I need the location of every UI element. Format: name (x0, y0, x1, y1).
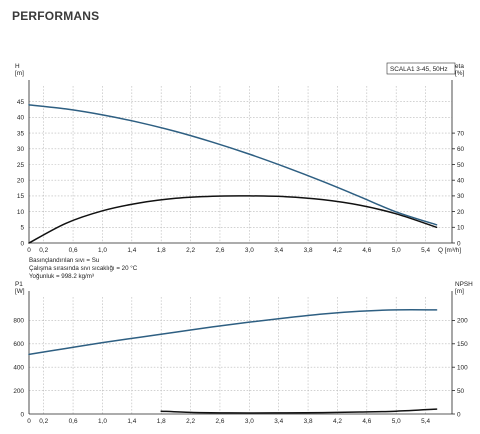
bottom-x-tick-label: 2,6 (215, 418, 224, 425)
bottom-x-tick-label: 4,2 (333, 418, 342, 425)
page-title: PERFORMANS (12, 9, 100, 23)
top-y-left-tick-label: 20 (17, 178, 25, 185)
top-x-tick-label: 0,2 (39, 247, 48, 254)
note-temperature: Çalışma sırasında sıvı sıcaklığı = 20 °C (29, 265, 138, 272)
note-fluid: Basınçlandırılan sıvı = Su (29, 257, 100, 264)
bottom-series-1-line (160, 408, 438, 414)
bottom-y-left-tick-label: 200 (13, 388, 24, 395)
bottom-x-tick-label: 4,6 (362, 418, 371, 425)
bottom-x-tick-label: 0 (27, 418, 31, 425)
legend-label: SCALA1 3-45, 50Hz (390, 66, 448, 73)
top-x-tick-label: 5,4 (421, 247, 430, 254)
top-x-tick-label: 0,6 (69, 247, 78, 254)
top-y-left-tick-label: 5 (20, 225, 24, 232)
top-y-left-tick-label: 30 (17, 146, 25, 153)
top-series-0-line (28, 104, 438, 226)
top-y-left-tick-label: 45 (17, 99, 25, 106)
top-y-left-unit: [m] (15, 70, 24, 77)
top-x-tick-label: 1,8 (157, 247, 166, 254)
top-y-right-unit: [%] (455, 70, 464, 77)
bottom-y-right-tick-label: 0 (457, 411, 461, 418)
top-x-axis-label: Q [m³/h] (438, 247, 461, 254)
bottom-series-0-line (28, 309, 438, 356)
bottom-y-right-tick-label: 200 (457, 318, 468, 325)
bottom-y-right-unit: [m] (455, 288, 464, 295)
top-y-right-tick-label: 70 (457, 130, 465, 137)
bottom-y-left-tick-label: 600 (13, 341, 24, 348)
power-npsh-chart: 0 0,2 0,6 1,0 1,4 1,8 2,2 2,6 3,0 3,4 3,8 4,2 4,6 5,0… (13, 281, 473, 425)
top-x-tick-label: 3,0 (245, 247, 254, 254)
top-y-right-tick-label: 0 (457, 240, 461, 247)
top-y-left-tick-label: 15 (17, 193, 25, 200)
top-y-right-tick-label: 50 (457, 162, 465, 169)
head-efficiency-chart: 0 0,2 0,6 1,0 1,4 1,8 2,2 2,6 3,0 3,4 3,8 4,2 4,6 5,0… (15, 63, 465, 254)
bottom-y-right-tick-label: 50 (457, 388, 465, 395)
top-y-right-tick-label: 40 (457, 178, 465, 185)
top-x-tick-label: 3,4 (274, 247, 283, 254)
bottom-y-left-label: P1 (15, 281, 23, 288)
top-x-tick-label: 3,8 (304, 247, 313, 254)
top-y-right-tick-label: 60 (457, 146, 465, 153)
top-y-right-tick-label: 20 (457, 209, 465, 216)
bottom-y-right-label: NPSH (455, 281, 473, 288)
top-x-tick-label: 1,4 (127, 247, 136, 254)
bottom-y-left-tick-label: 0 (20, 411, 24, 418)
top-y-left-tick-label: 40 (17, 115, 25, 122)
top-x-tick-label: 5,0 (392, 247, 401, 254)
bottom-x-tick-label: 3,8 (304, 418, 313, 425)
top-x-tick-label: 0 (27, 247, 31, 254)
top-y-left-tick-label: 10 (17, 209, 25, 216)
bottom-x-tick-label: 5,0 (392, 418, 401, 425)
bottom-y-left-tick-label: 800 (13, 318, 24, 325)
legend-box (386, 62, 456, 75)
note-density: Yoğunluk = 998.2 kg/m³ (29, 273, 94, 280)
top-x-tick-label: 1,0 (98, 247, 107, 254)
top-y-left-tick-label: 35 (17, 130, 25, 137)
bottom-y-left-unit: [W] (15, 288, 25, 295)
top-y-right-tick-label: 30 (457, 193, 465, 200)
bottom-x-tick-label: 1,4 (127, 418, 136, 425)
bottom-y-left-tick-label: 400 (13, 365, 24, 372)
bottom-y-right-tick-label: 150 (457, 341, 468, 348)
top-y-right-label: eta (455, 63, 464, 70)
bottom-x-tick-label: 3,0 (245, 418, 254, 425)
bottom-y-right-tick-label: 100 (457, 365, 468, 372)
top-y-left-tick-label: 0 (20, 240, 24, 247)
bottom-x-tick-label: 2,2 (186, 418, 195, 425)
top-x-tick-label: 2,2 (186, 247, 195, 254)
top-y-left-label: H (15, 63, 20, 70)
bottom-x-tick-label: 3,4 (274, 418, 283, 425)
bottom-x-tick-label: 5,4 (421, 418, 430, 425)
top-x-tick-label: 4,6 (362, 247, 371, 254)
bottom-x-tick-label: 1,8 (157, 418, 166, 425)
bottom-x-tick-label: 0,2 (39, 418, 48, 425)
bottom-x-tick-label: 0,6 (69, 418, 78, 425)
top-x-tick-label: 2,6 (215, 247, 224, 254)
top-y-left-tick-label: 25 (17, 162, 25, 169)
top-y-right-tick-label: 10 (457, 225, 465, 232)
top-series-1-line (28, 195, 438, 244)
top-x-tick-label: 4,2 (333, 247, 342, 254)
bottom-x-tick-label: 1,0 (98, 418, 107, 425)
